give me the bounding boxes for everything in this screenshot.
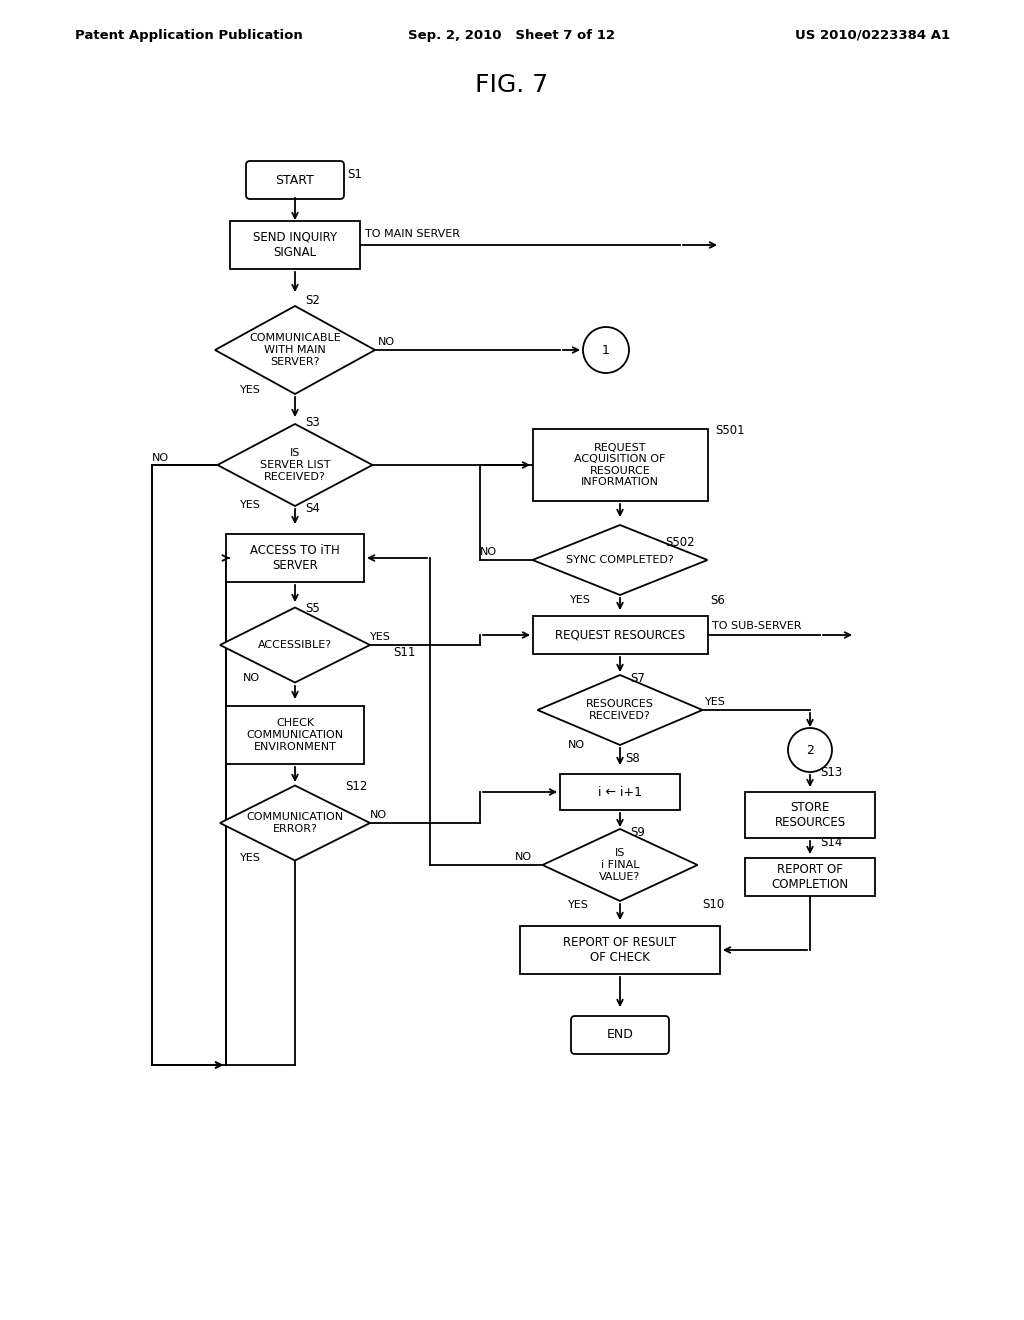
- Text: NO: NO: [515, 851, 532, 862]
- Text: S10: S10: [702, 899, 724, 912]
- Text: S12: S12: [345, 780, 368, 793]
- Text: SYNC COMPLETED?: SYNC COMPLETED?: [566, 554, 674, 565]
- Polygon shape: [217, 424, 373, 506]
- Text: NO: NO: [370, 810, 387, 820]
- Text: S2: S2: [305, 293, 319, 306]
- Text: YES: YES: [240, 853, 261, 863]
- Text: YES: YES: [570, 595, 591, 605]
- Text: CHECK
COMMUNICATION
ENVIRONMENT: CHECK COMMUNICATION ENVIRONMENT: [247, 718, 344, 751]
- Text: NO: NO: [480, 546, 497, 557]
- Polygon shape: [215, 306, 375, 393]
- Polygon shape: [532, 525, 708, 595]
- Polygon shape: [220, 607, 370, 682]
- Text: S5: S5: [305, 602, 319, 615]
- Text: STORE
RESOURCES: STORE RESOURCES: [774, 801, 846, 829]
- Text: COMMUNICABLE
WITH MAIN
SERVER?: COMMUNICABLE WITH MAIN SERVER?: [249, 334, 341, 367]
- Text: REPORT OF RESULT
OF CHECK: REPORT OF RESULT OF CHECK: [563, 936, 677, 964]
- Text: YES: YES: [240, 385, 261, 395]
- Text: S14: S14: [820, 837, 843, 850]
- Text: NO: NO: [152, 453, 169, 463]
- Text: Patent Application Publication: Patent Application Publication: [75, 29, 303, 41]
- Text: IS
SERVER LIST
RECEIVED?: IS SERVER LIST RECEIVED?: [260, 449, 331, 482]
- Text: S11: S11: [393, 645, 416, 659]
- Text: END: END: [606, 1028, 634, 1041]
- Circle shape: [788, 729, 831, 772]
- Text: YES: YES: [705, 697, 726, 708]
- Text: S502: S502: [665, 536, 694, 549]
- Polygon shape: [543, 829, 697, 902]
- FancyBboxPatch shape: [226, 706, 364, 764]
- Text: Sep. 2, 2010   Sheet 7 of 12: Sep. 2, 2010 Sheet 7 of 12: [409, 29, 615, 41]
- Text: TO MAIN SERVER: TO MAIN SERVER: [365, 228, 460, 239]
- Text: S6: S6: [710, 594, 725, 606]
- Text: YES: YES: [568, 900, 589, 909]
- FancyBboxPatch shape: [571, 1016, 669, 1053]
- Text: US 2010/0223384 A1: US 2010/0223384 A1: [795, 29, 950, 41]
- FancyBboxPatch shape: [246, 161, 344, 199]
- Text: S13: S13: [820, 766, 843, 779]
- FancyBboxPatch shape: [532, 429, 708, 502]
- FancyBboxPatch shape: [230, 220, 360, 269]
- Circle shape: [583, 327, 629, 374]
- Text: i ← i+1: i ← i+1: [598, 785, 642, 799]
- Text: NO: NO: [243, 673, 260, 682]
- Text: YES: YES: [240, 500, 261, 510]
- Text: YES: YES: [370, 632, 391, 642]
- FancyBboxPatch shape: [532, 616, 708, 653]
- Text: S8: S8: [625, 751, 640, 764]
- Text: S501: S501: [715, 424, 744, 437]
- Text: S1: S1: [347, 169, 361, 181]
- Text: S3: S3: [305, 417, 319, 429]
- Text: S4: S4: [305, 502, 319, 515]
- Text: S9: S9: [630, 826, 645, 840]
- Text: REQUEST RESOURCES: REQUEST RESOURCES: [555, 628, 685, 642]
- FancyBboxPatch shape: [745, 792, 874, 838]
- Polygon shape: [538, 675, 702, 744]
- Text: 1: 1: [602, 343, 610, 356]
- Text: ACCESS TO iTH
SERVER: ACCESS TO iTH SERVER: [250, 544, 340, 572]
- FancyBboxPatch shape: [520, 927, 720, 974]
- Text: NO: NO: [568, 741, 585, 750]
- Text: TO SUB-SERVER: TO SUB-SERVER: [712, 620, 802, 631]
- Text: RESOURCES
RECEIVED?: RESOURCES RECEIVED?: [586, 700, 654, 721]
- Text: COMMUNICATION
ERROR?: COMMUNICATION ERROR?: [247, 812, 344, 834]
- Text: ACCESSIBLE?: ACCESSIBLE?: [258, 640, 332, 649]
- Text: NO: NO: [378, 337, 395, 347]
- Text: FIG. 7: FIG. 7: [475, 73, 549, 96]
- Text: S7: S7: [630, 672, 645, 685]
- Text: IS
i FINAL
VALUE?: IS i FINAL VALUE?: [599, 849, 641, 882]
- FancyBboxPatch shape: [745, 858, 874, 896]
- Text: REPORT OF
COMPLETION: REPORT OF COMPLETION: [771, 863, 849, 891]
- FancyBboxPatch shape: [226, 535, 364, 582]
- Polygon shape: [220, 785, 370, 861]
- Text: REQUEST
ACQUISITION OF
RESOURCE
INFORMATION: REQUEST ACQUISITION OF RESOURCE INFORMAT…: [574, 442, 666, 487]
- Text: START: START: [275, 173, 314, 186]
- Text: SEND INQUIRY
SIGNAL: SEND INQUIRY SIGNAL: [253, 231, 337, 259]
- FancyBboxPatch shape: [560, 774, 680, 810]
- Text: 2: 2: [806, 743, 814, 756]
